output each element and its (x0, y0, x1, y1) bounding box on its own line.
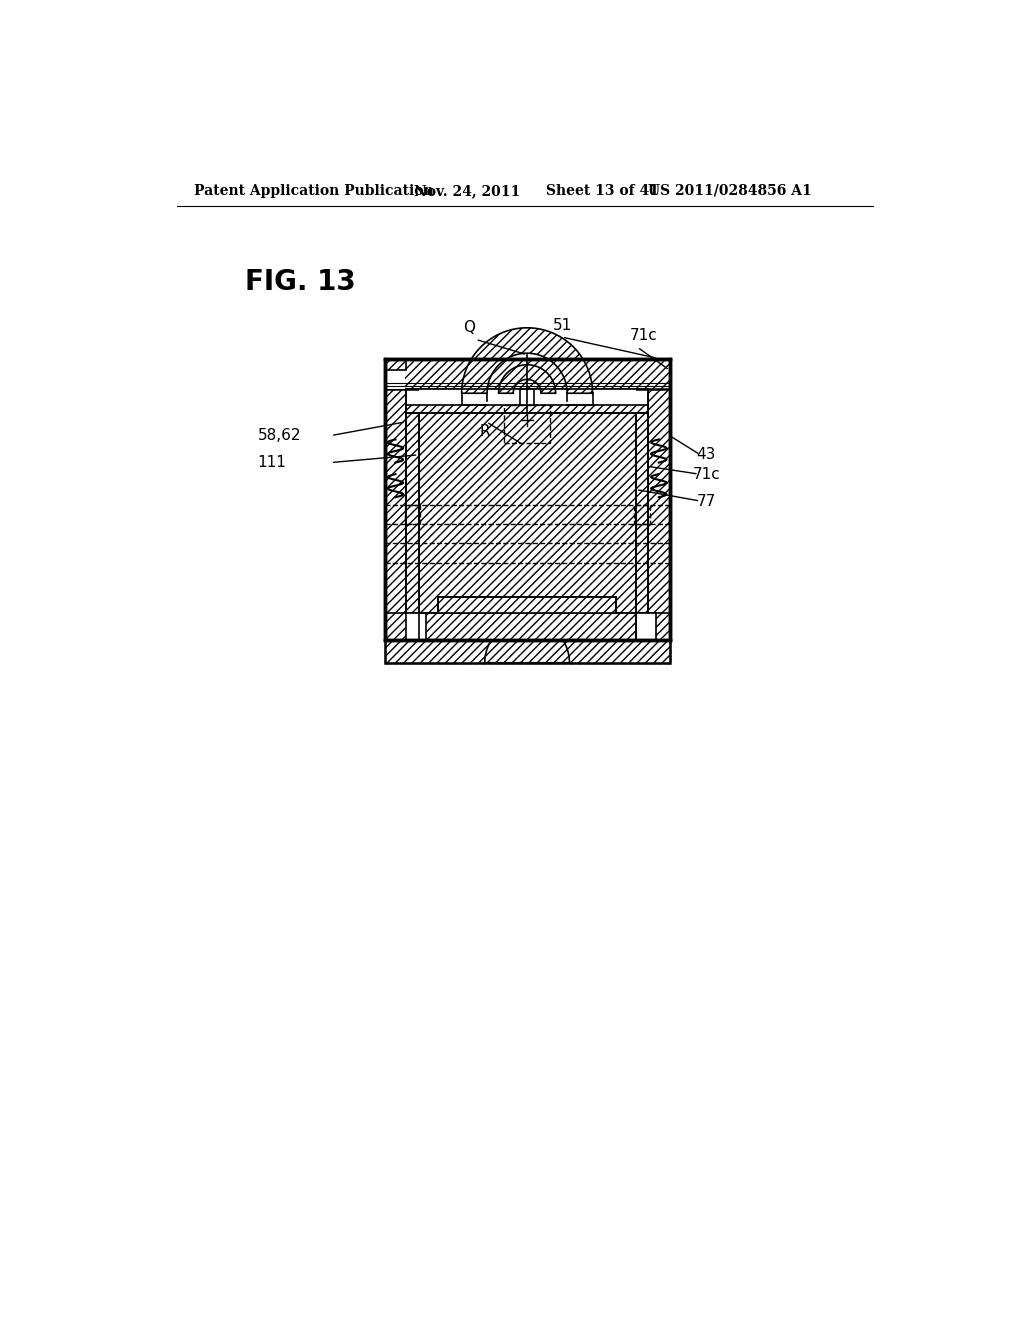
Bar (504, 405, 550, 444)
Text: 58,62: 58,62 (258, 428, 301, 444)
Text: FIG. 13: FIG. 13 (245, 268, 355, 296)
Text: Patent Application Publication: Patent Application Publication (194, 183, 433, 198)
Text: 77: 77 (696, 494, 716, 508)
Bar (520, 389, 535, 405)
Bar (385, 359, 404, 389)
Bar (634, 506, 649, 524)
Bar (419, 413, 636, 640)
Text: 111: 111 (258, 455, 287, 470)
Bar (407, 612, 426, 640)
Text: 71c: 71c (630, 329, 657, 343)
Bar (385, 359, 670, 389)
Bar (385, 359, 407, 370)
Text: Q: Q (463, 321, 475, 335)
Bar (385, 640, 670, 663)
Bar (385, 640, 670, 663)
Polygon shape (499, 364, 556, 393)
Text: US 2011/0284856 A1: US 2011/0284856 A1 (648, 183, 812, 198)
Text: 71c: 71c (692, 466, 721, 482)
Bar (636, 612, 655, 640)
Bar (404, 506, 420, 524)
Bar (438, 597, 616, 612)
Polygon shape (462, 327, 593, 393)
Bar (636, 413, 648, 640)
Bar (419, 612, 636, 640)
Text: 51: 51 (553, 318, 571, 333)
Polygon shape (484, 620, 569, 663)
Bar (407, 413, 419, 640)
Bar (419, 389, 636, 405)
Text: Nov. 24, 2011: Nov. 24, 2011 (414, 183, 520, 198)
Text: 43: 43 (696, 447, 716, 462)
Bar (407, 405, 648, 412)
Bar (636, 612, 670, 640)
Bar (385, 612, 419, 640)
Bar (385, 359, 407, 640)
Text: R: R (479, 424, 490, 440)
Text: Sheet 13 of 41: Sheet 13 of 41 (547, 183, 659, 198)
Bar (385, 359, 670, 640)
Bar (648, 359, 670, 640)
